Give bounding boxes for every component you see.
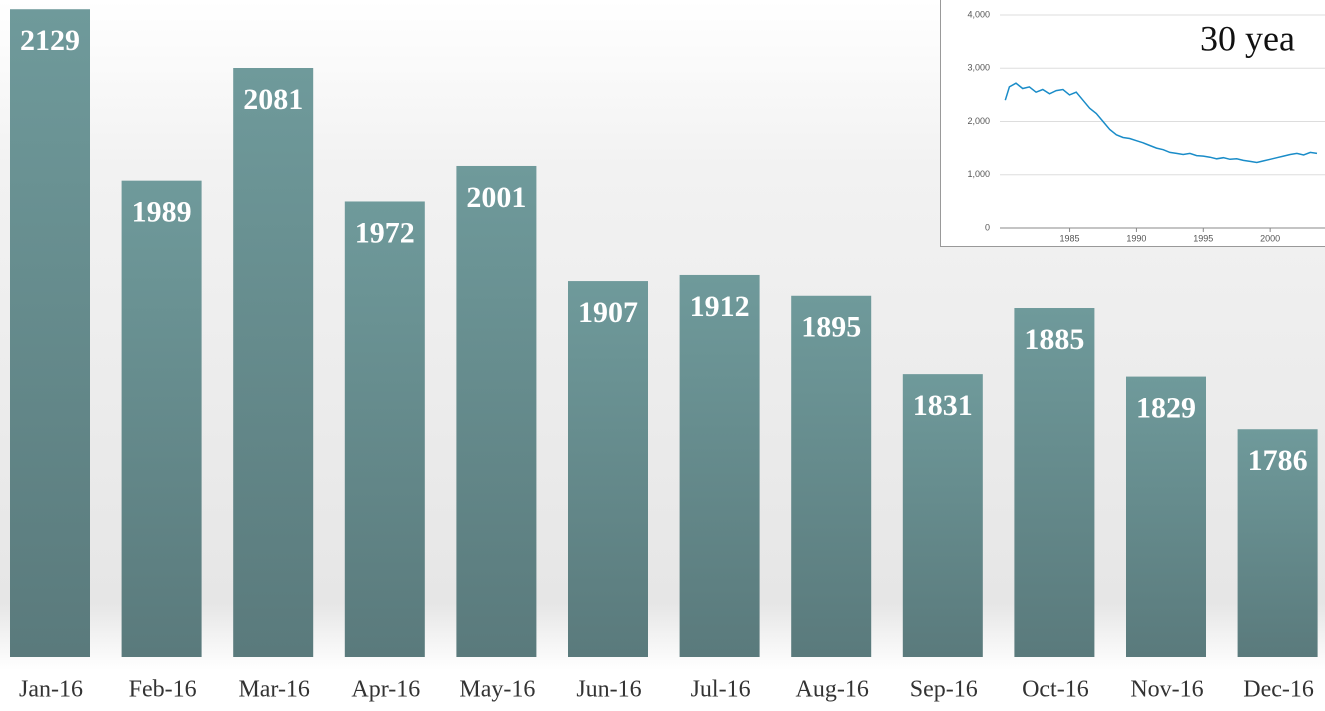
bar xyxy=(679,274,760,657)
x-tick-label: Sep-16 xyxy=(910,677,978,703)
bar xyxy=(10,9,90,657)
bar xyxy=(791,295,872,657)
x-tick-label: Jan-16 xyxy=(19,677,83,703)
data-label: 1912 xyxy=(690,290,750,323)
data-label: 1885 xyxy=(1024,323,1084,356)
x-tick-label: Mar-16 xyxy=(238,677,310,703)
y-tick-label: 3,000 xyxy=(967,63,990,73)
data-label: 1829 xyxy=(1136,391,1196,424)
data-label: 1972 xyxy=(355,216,415,249)
x-tick-label: 1985 xyxy=(1060,233,1080,243)
bar xyxy=(902,374,983,657)
bar xyxy=(1237,429,1318,657)
bar xyxy=(456,165,537,657)
x-tick-label: 2000 xyxy=(1260,233,1280,243)
x-tick-label: Oct-16 xyxy=(1022,677,1089,703)
bar xyxy=(233,68,314,657)
data-label: 1831 xyxy=(913,389,973,422)
data-label: 1989 xyxy=(132,196,192,229)
y-tick-label: 0 xyxy=(985,222,990,232)
data-label: 1907 xyxy=(578,296,638,329)
y-tick-label: 4,000 xyxy=(967,9,990,19)
y-tick-label: 2,000 xyxy=(967,116,990,126)
data-label: 1786 xyxy=(1248,444,1308,477)
bar xyxy=(568,281,648,657)
bar xyxy=(344,201,425,658)
x-tick-label: Jul-16 xyxy=(691,677,751,703)
line-series xyxy=(1004,82,1318,164)
inset-frame xyxy=(940,0,1325,247)
inset-chart: 0 1,000 2,000 3,000 4,000 1985 1990 1995 2000 30 … xyxy=(940,0,1325,247)
x-tick-label: Feb-16 xyxy=(129,677,197,703)
x-tick-label: 1990 xyxy=(1126,233,1146,243)
y-tick-label: 1,000 xyxy=(967,169,990,179)
data-label: 2001 xyxy=(466,181,526,214)
data-label: 2129 xyxy=(20,24,80,57)
data-label: 2081 xyxy=(243,83,303,116)
x-tick-label: Apr-16 xyxy=(351,677,420,703)
x-tick-label: May-16 xyxy=(459,677,535,703)
bar xyxy=(1126,376,1206,657)
x-tick-label: Jun-16 xyxy=(576,677,641,703)
x-tick-label: Aug-16 xyxy=(796,677,869,703)
bar xyxy=(121,180,202,657)
data-label: 1895 xyxy=(801,311,861,344)
inset-annotation: 30 yea xyxy=(1200,18,1295,58)
bar xyxy=(1014,308,1095,657)
x-tick-label: Nov-16 xyxy=(1130,677,1203,703)
x-tick-label: 1995 xyxy=(1193,233,1213,243)
x-tick-label: Dec-16 xyxy=(1243,677,1314,703)
